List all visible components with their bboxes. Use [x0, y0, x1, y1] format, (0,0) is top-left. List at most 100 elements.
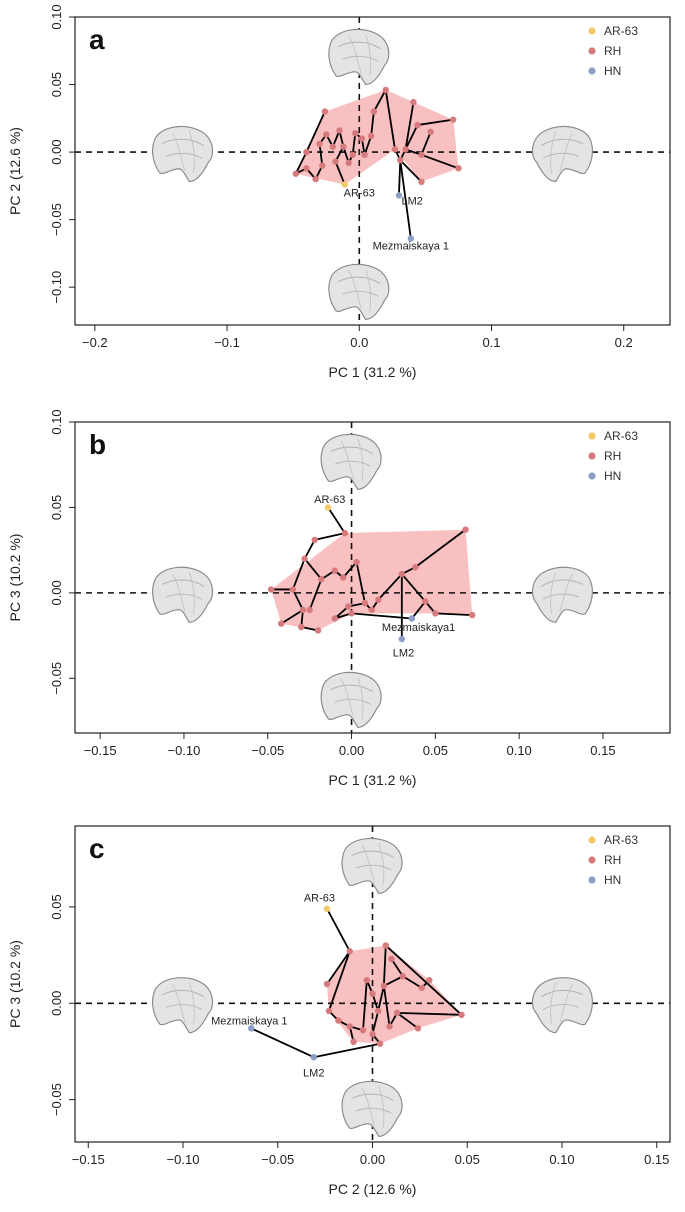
tree-edge [414, 528, 467, 568]
data-point-rh [350, 1038, 357, 1046]
x-tick-label: 0.15 [590, 743, 615, 758]
data-point-rh [388, 955, 395, 963]
data-point-rh [323, 980, 331, 988]
y-tick-label: 0.05 [49, 495, 64, 520]
y-tick-label: 0.05 [49, 894, 64, 919]
x-tick-label: −0.10 [167, 1152, 200, 1167]
data-point-rh [298, 623, 305, 631]
x-tick-label: 0.0 [350, 335, 368, 350]
legend-label: AR-63 [604, 429, 638, 443]
data-point-rh [325, 1007, 333, 1015]
x-axis-title: PC 2 (12.6 %) [329, 1181, 417, 1197]
data-point-rh [329, 143, 337, 150]
x-tick-label: 0.1 [482, 335, 500, 350]
tree-edge [314, 532, 346, 541]
data-point-rh [319, 162, 326, 169]
tree-edge [328, 950, 351, 1012]
bone-shape-top [320, 433, 382, 490]
data-point-rh [462, 526, 469, 533]
x-tick-label: −0.15 [84, 743, 117, 758]
y-tick-label: 0.00 [49, 139, 64, 164]
bone-shape-top [328, 28, 390, 85]
data-point-rh [299, 606, 307, 614]
data-point-rh [402, 146, 409, 153]
x-tick-label: 0.05 [455, 1152, 480, 1167]
legend-marker-hn [588, 67, 596, 75]
data-point-rh [382, 942, 389, 949]
data-point-rh [414, 1025, 422, 1032]
data-point-rh [426, 976, 433, 984]
tree-edge [404, 124, 419, 150]
legend-marker-ar63 [588, 432, 596, 440]
legend-label: HN [604, 873, 621, 887]
data-point-rh [352, 129, 359, 137]
data-point-hn [395, 192, 403, 199]
data-point-rh [370, 108, 378, 115]
data-point-rh [314, 627, 322, 634]
bone-shape-right [532, 977, 593, 1034]
bone-shape-right [532, 566, 593, 623]
data-point-rh [368, 606, 375, 614]
legend-marker-rh [588, 452, 596, 460]
y-tick-label: −0.10 [49, 271, 64, 304]
bone-shape-left [152, 126, 213, 183]
tree-edge [305, 111, 326, 153]
tree-edge [421, 153, 459, 170]
data-point-rh [303, 148, 310, 156]
tree-edge [351, 612, 412, 620]
x-tick-label: −0.05 [251, 743, 284, 758]
tree-edge [318, 143, 324, 166]
data-point-rh [422, 598, 429, 605]
point-label: AR-63 [344, 188, 375, 200]
x-tick-label: −0.1 [214, 335, 240, 350]
tree-edge [280, 609, 304, 625]
data-point-rh [374, 1007, 382, 1015]
data-point-rh [331, 615, 338, 622]
legend-marker-hn [588, 472, 596, 480]
tree-edge [363, 135, 373, 156]
tree-edge [295, 151, 308, 175]
y-axis-title: PC 3 (10.2 %) [7, 534, 23, 622]
y-tick-label: −0.05 [49, 203, 64, 236]
tree-edge [313, 1042, 381, 1059]
data-point-rh [398, 570, 406, 578]
x-tick-label: 0.10 [506, 743, 531, 758]
tree-edge [377, 573, 403, 601]
data-point-rh [386, 1023, 393, 1030]
point-label: LM2 [401, 196, 422, 208]
data-point-rh [375, 596, 382, 603]
data-point-rh [427, 128, 434, 136]
data-point-rh [412, 564, 419, 571]
data-point-rh [393, 1009, 401, 1017]
bone-shape-bottom [341, 1080, 403, 1137]
tree-edge [334, 161, 346, 185]
legend: AR-63 RH HN [588, 429, 638, 483]
data-point-hn [398, 635, 406, 643]
tree-edge [399, 159, 423, 183]
data-point-rh [349, 151, 356, 158]
data-point-rh [303, 165, 310, 172]
x-tick-label: 0.2 [615, 335, 633, 350]
tree-edge [398, 160, 402, 196]
data-point-hn [248, 1025, 255, 1032]
tree-edge [370, 111, 375, 136]
data-point-rh [321, 108, 329, 115]
data-point-rh [367, 132, 375, 140]
data-point-rh [336, 127, 343, 134]
tree-edge [355, 561, 366, 604]
y-tick-label: 0.05 [49, 72, 64, 97]
data-point-rh [301, 555, 308, 562]
data-point-rh [341, 529, 349, 537]
tree-edge [382, 985, 391, 1027]
legend-label: RH [604, 853, 621, 867]
data-point-rh [361, 151, 368, 158]
y-tick-label: 0.00 [49, 991, 64, 1016]
x-tick-label: 0.00 [360, 1152, 385, 1167]
tree-edge [399, 160, 412, 239]
data-point-hn [407, 235, 415, 242]
data-point-ar63 [341, 181, 348, 188]
data-point-rh [306, 606, 313, 614]
legend-label: RH [604, 44, 621, 58]
data-point-rh [318, 576, 325, 583]
data-point-rh [358, 135, 366, 142]
